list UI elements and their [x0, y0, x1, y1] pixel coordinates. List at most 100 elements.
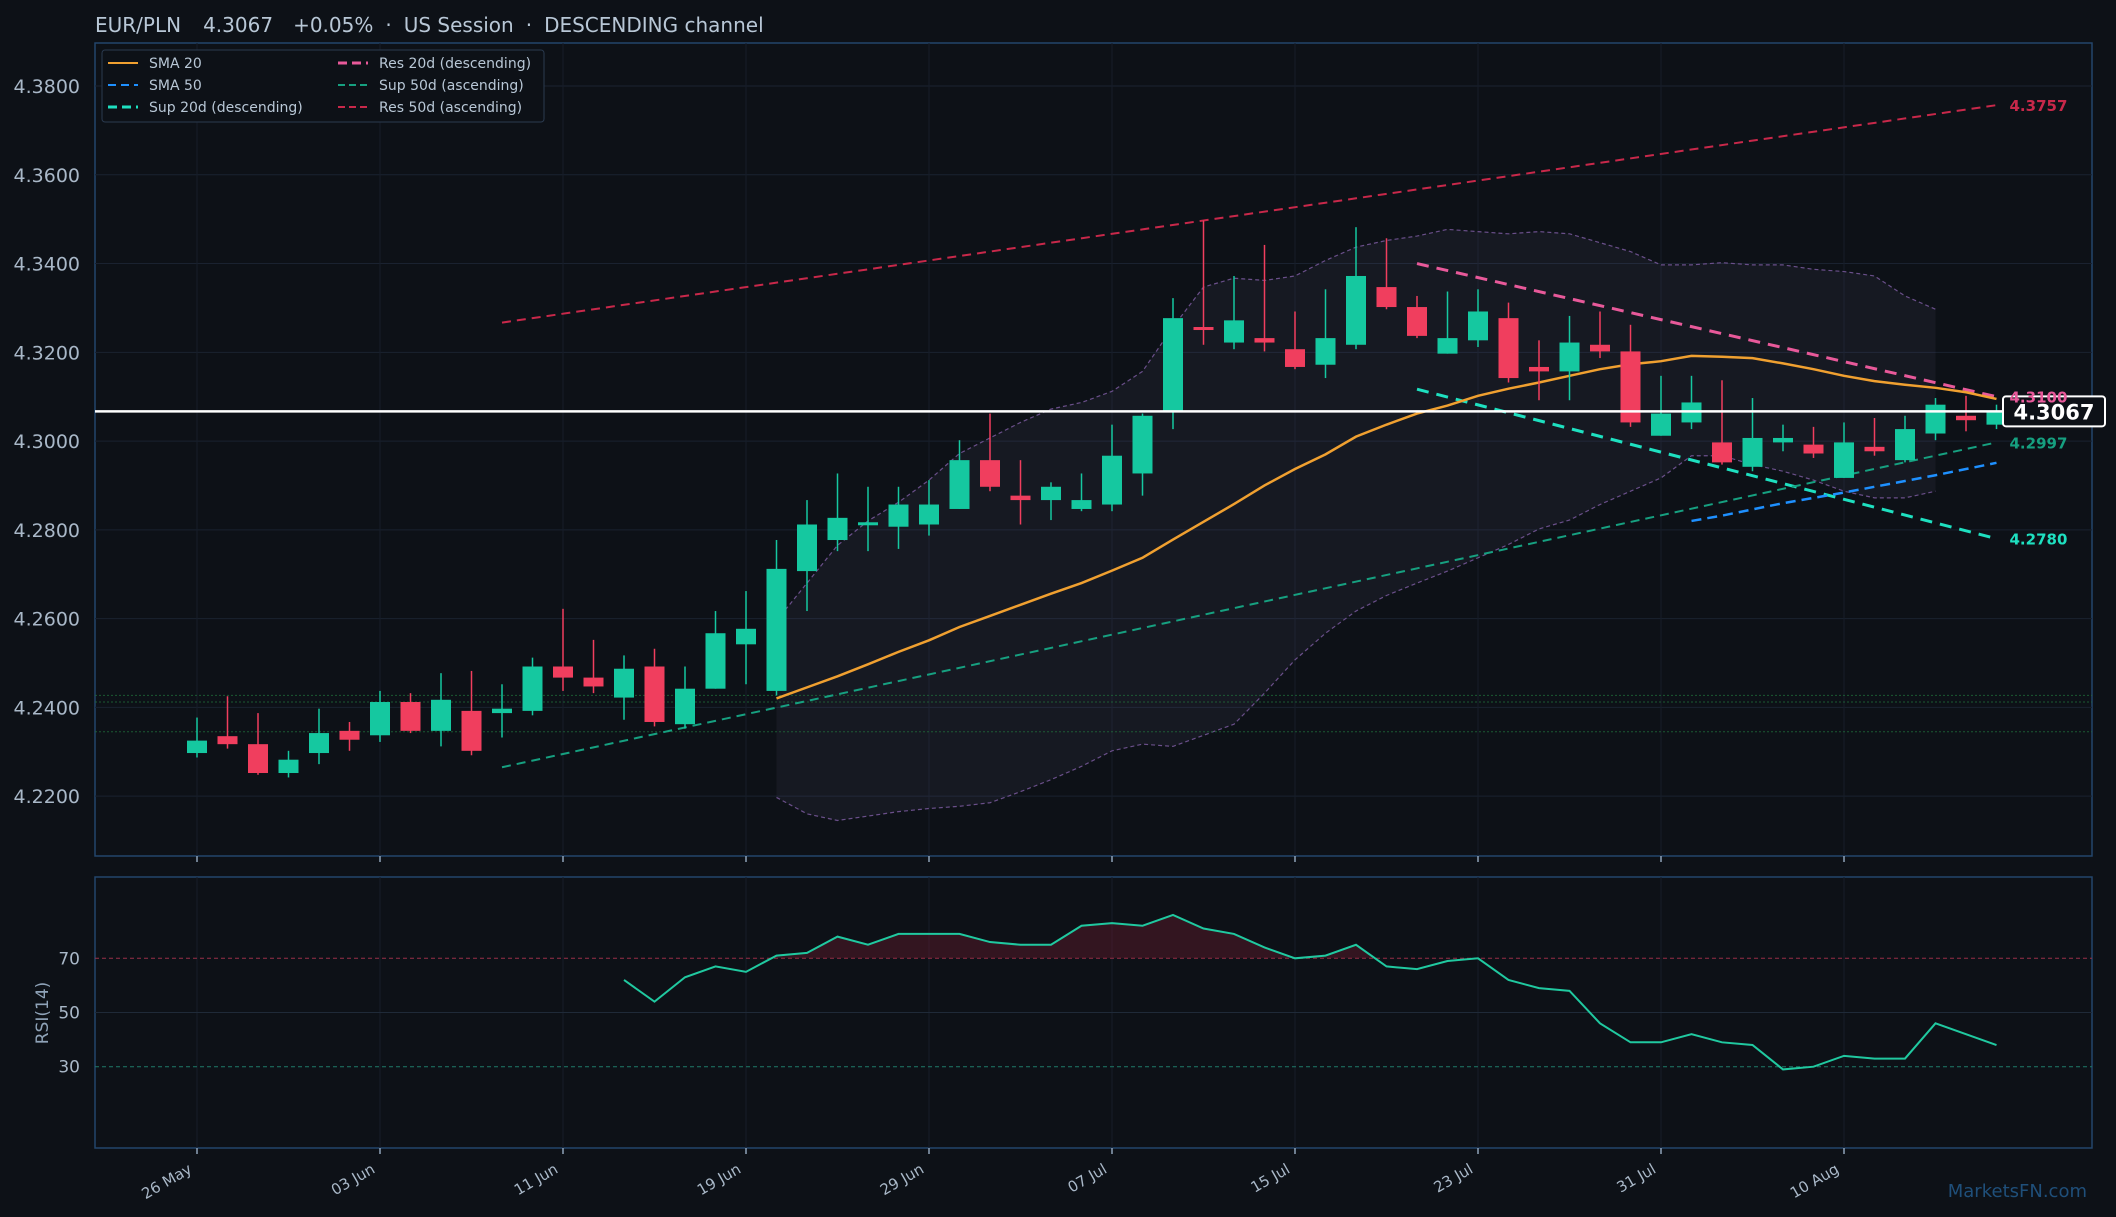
candle-body: [522, 666, 543, 711]
candle-body: [1651, 413, 1671, 436]
rsi-axis: 30 50 70: [58, 949, 80, 1077]
candle: [339, 721, 360, 751]
candle-body: [1376, 287, 1397, 308]
candle-body: [1620, 351, 1641, 423]
candle: [1376, 238, 1397, 310]
candle: [1437, 291, 1458, 354]
candle-body: [1102, 455, 1122, 505]
rsi-tick-label: 70: [58, 949, 80, 969]
header-price: 4.3067: [203, 13, 273, 37]
candle: [1529, 340, 1549, 401]
candle: [217, 696, 238, 749]
sma-50-line: [1691, 461, 1997, 523]
candle-body: [309, 733, 329, 754]
y-tick-label: 4.2600: [14, 609, 80, 631]
candle-body: [736, 628, 756, 645]
price-axis: 4.2200 4.2400 4.2600 4.2800 4.3000 4.3200 4.34…: [14, 76, 80, 808]
trendline-end-label: 4.2997: [2010, 434, 2068, 452]
candle: [1559, 315, 1580, 401]
candle: [1895, 415, 1915, 463]
candle-body: [1986, 411, 2007, 425]
bollinger-lower: [776, 455, 1936, 822]
last-price-badge: 4.3067: [2002, 395, 2106, 428]
candle: [1315, 289, 1336, 379]
candle: [1590, 311, 1610, 359]
candle-body: [370, 702, 390, 736]
candle-body: [1712, 442, 1732, 463]
candle: [461, 670, 482, 756]
candle: [1193, 220, 1214, 345]
candle: [1773, 424, 1793, 452]
candle: [1803, 426, 1824, 458]
candle: [1041, 482, 1061, 521]
candle-body: [187, 740, 207, 754]
candlesticks: [187, 220, 2007, 778]
candle: [1498, 302, 1519, 383]
candle-body: [1529, 366, 1549, 372]
candle: [400, 693, 421, 734]
legend-label: Sup 20d (descending): [149, 100, 303, 116]
candle-body: [1956, 415, 1976, 421]
candle-body: [888, 504, 909, 527]
candle-body: [553, 666, 573, 678]
candle: [1986, 404, 2007, 430]
rsi-panel: 30 50 70 RSI(14): [33, 876, 2093, 1149]
candle: [1651, 375, 1671, 436]
candle-body: [675, 688, 695, 725]
candle: [1102, 424, 1122, 512]
candle-body: [1041, 486, 1061, 501]
header-channel: DESCENDING channel: [544, 13, 764, 37]
candle-body: [1285, 349, 1305, 367]
candle: [1468, 289, 1488, 347]
candle-body: [492, 708, 512, 714]
candle: [1834, 422, 1854, 478]
candle-body: [583, 677, 604, 687]
legend-label: Sup 50d (ascending): [379, 78, 524, 94]
candle: [1163, 298, 1183, 430]
candle: [1346, 227, 1366, 350]
rsi-axis-label: RSI(14): [33, 982, 53, 1045]
y-tick-label: 4.3600: [14, 165, 80, 187]
y-tick-label: 4.3400: [14, 254, 80, 276]
candle-body: [1315, 338, 1336, 365]
horizontal-levels: [95, 694, 2092, 733]
candle: [736, 591, 756, 685]
candle-body: [827, 517, 848, 541]
candle-body: [1437, 338, 1458, 354]
candle: [1864, 417, 1885, 456]
candle-body: [1224, 320, 1244, 343]
candle-body: [1254, 338, 1275, 343]
candle: [1620, 324, 1641, 427]
candle: [1071, 473, 1092, 512]
legend-box: [101, 49, 545, 123]
candle-body: [1590, 344, 1610, 352]
last-price-badge-text: 4.3067: [2013, 400, 2094, 424]
trendline-end-label: 4.3100: [2010, 389, 2068, 407]
candle-body: [1742, 437, 1763, 467]
rsi-line: [623, 913, 1997, 1071]
candle: [949, 440, 970, 509]
candle: [492, 684, 512, 738]
candle-body: [400, 702, 421, 731]
candle: [888, 486, 909, 549]
header-sep-2: ·: [526, 13, 532, 37]
header-session: US Session: [404, 13, 514, 37]
trendlines: [501, 104, 1997, 769]
legend-label: Res 20d (descending): [379, 56, 531, 72]
candle-body: [339, 730, 360, 740]
candle: [980, 413, 1000, 492]
candle-body: [644, 666, 665, 722]
candle-body: [797, 524, 817, 572]
candle-body: [1193, 327, 1214, 331]
rsi-tick-label: 30: [58, 1058, 80, 1078]
candle-body: [949, 460, 970, 509]
candle-body: [614, 668, 634, 698]
candle: [309, 708, 329, 765]
bollinger-fill: [776, 229, 1936, 821]
candle-body: [1407, 307, 1427, 336]
candle: [1956, 395, 1976, 432]
candle-body: [1498, 318, 1519, 379]
candle-body: [431, 699, 451, 731]
y-tick-label: 4.2800: [14, 520, 80, 542]
